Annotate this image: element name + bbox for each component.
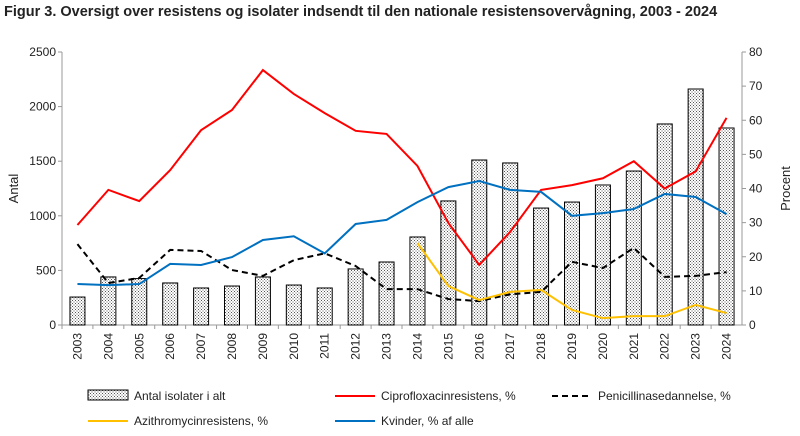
bar-2024	[718, 127, 735, 326]
series-line-1	[76, 243, 727, 303]
x-tick-label: 2003	[70, 333, 84, 360]
bar-2021	[625, 170, 642, 326]
x-tick-label: 2009	[256, 333, 270, 360]
series-line-0	[76, 68, 728, 267]
x-tick-label: 2013	[380, 333, 394, 360]
x-tick-label: 2006	[163, 333, 177, 360]
bar-2016	[471, 159, 488, 326]
bar-2020	[594, 184, 611, 326]
x-tick-label: 2010	[287, 333, 301, 360]
y2-tick-label: 40	[749, 182, 763, 196]
y2-tick-label: 70	[749, 79, 763, 93]
y-tick-label: 1000	[29, 209, 56, 223]
x-tick-label: 2018	[534, 333, 548, 360]
x-tick-label: 2008	[225, 333, 239, 360]
series-line-3	[77, 179, 728, 287]
bar-2012	[347, 268, 364, 326]
bar-2004	[100, 276, 117, 326]
y2-tick-label: 80	[749, 45, 763, 59]
x-tick-label: 2014	[410, 333, 424, 360]
bar-2013	[378, 261, 395, 326]
legend-label: Ciprofloxacinresistens, %	[381, 389, 516, 403]
y-axis-label: Antal	[6, 174, 21, 204]
y2-tick-label: 60	[749, 113, 763, 127]
y-tick-label: 500	[36, 263, 56, 277]
y-tick-label: 1500	[29, 154, 56, 168]
x-tick-label: 2024	[720, 333, 734, 360]
bar-2017	[502, 162, 519, 326]
bar-2023	[687, 88, 704, 326]
bar-2015	[440, 200, 457, 326]
bar-2009	[254, 276, 271, 326]
x-tick-label: 2016	[472, 333, 486, 360]
y2-tick-label: 20	[749, 250, 763, 264]
y2-axis-label: Procent	[778, 166, 793, 211]
bar-2006	[162, 282, 179, 326]
x-tick-label: 2021	[627, 333, 641, 360]
legend-swatch-bars	[87, 389, 129, 401]
legend-label: Penicillinasedannelse, %	[598, 389, 731, 403]
x-tick-label: 2020	[596, 333, 610, 360]
x-tick-label: 2005	[132, 333, 146, 360]
x-tick-label: 2023	[689, 333, 703, 360]
y-tick-label: 2000	[29, 100, 56, 114]
y2-tick-label: 0	[749, 318, 756, 332]
y2-tick-label: 50	[749, 147, 763, 161]
chart-title: Figur 3. Oversigt over resistens og isol…	[4, 4, 718, 20]
bar-2018	[533, 207, 550, 326]
bar-2003	[69, 296, 86, 326]
y-tick-label: 2500	[29, 45, 56, 59]
x-tick-label: 2022	[658, 333, 672, 360]
bar-2007	[193, 287, 210, 326]
x-tick-label: 2019	[565, 333, 579, 360]
x-tick-label: 2007	[194, 333, 208, 360]
y2-tick-label: 10	[749, 284, 763, 298]
bar-2014	[409, 236, 426, 326]
legend-label: Antal isolater i alt	[134, 389, 226, 403]
x-tick-label: 2011	[318, 333, 332, 359]
x-tick-label: 2012	[349, 333, 363, 360]
x-tick-label: 2004	[101, 333, 115, 360]
bar-2019	[564, 201, 580, 326]
y2-tick-label: 30	[749, 216, 763, 230]
legend-label: Kvinder, % af alle	[381, 414, 474, 428]
legend-label: Azithromycinresistens, %	[134, 414, 268, 428]
bar-2022	[656, 123, 673, 326]
bar-2011	[316, 287, 333, 326]
bar-2008	[224, 285, 240, 326]
x-tick-label: 2017	[503, 333, 517, 360]
bar-2010	[285, 284, 302, 326]
bar-2005	[131, 278, 148, 326]
x-tick-label: 2015	[441, 333, 455, 360]
y-tick-label: 0	[49, 318, 56, 332]
